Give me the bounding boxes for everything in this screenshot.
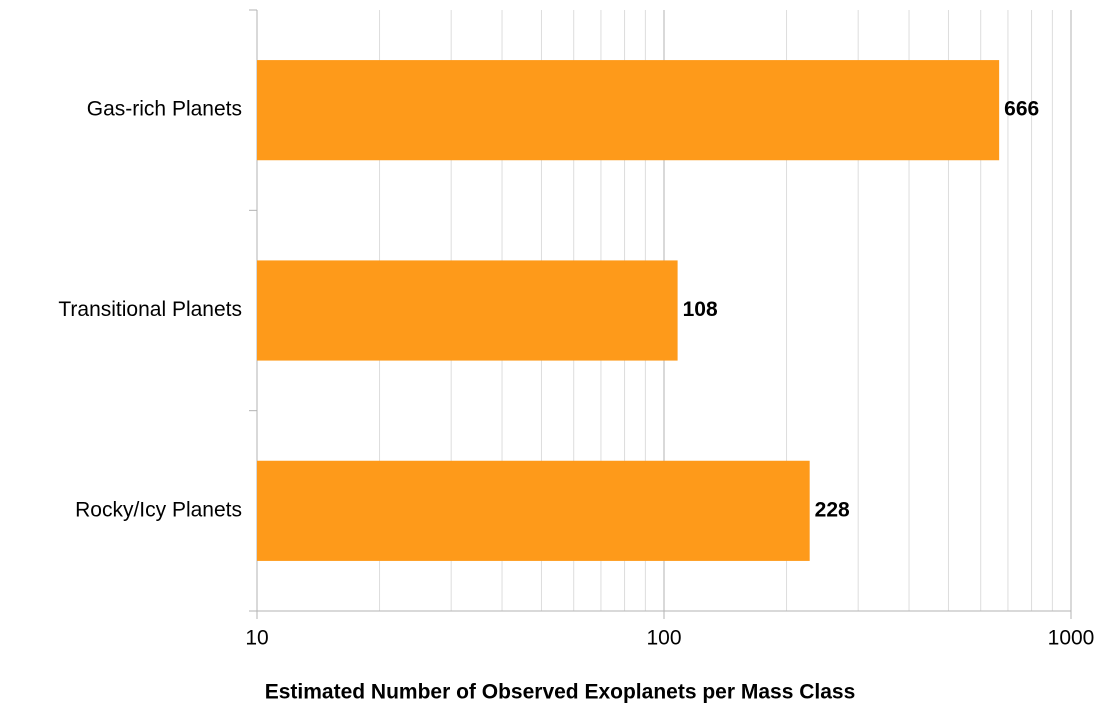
- x-tick-label: 1000: [1048, 627, 1095, 650]
- data-label: 108: [683, 298, 718, 321]
- y-tick-label: Transitional Planets: [58, 298, 242, 321]
- data-label: 228: [815, 498, 850, 521]
- bar: [257, 60, 1000, 161]
- y-tick-label: Rocky/Icy Planets: [75, 498, 242, 521]
- bar: [257, 260, 678, 361]
- x-tick-label: 10: [245, 627, 268, 650]
- x-axis-title: Estimated Number of Observed Exoplanets …: [265, 681, 856, 704]
- x-tick-label: 100: [646, 627, 681, 650]
- bar: [257, 460, 810, 561]
- y-tick-label: Gas-rich Planets: [87, 98, 242, 121]
- data-label: 666: [1004, 98, 1039, 121]
